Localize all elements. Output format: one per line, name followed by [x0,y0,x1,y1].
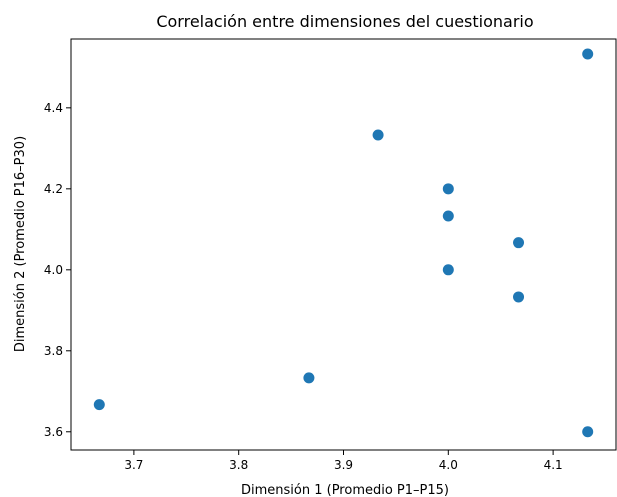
data-point [582,426,594,438]
y-tick-label: 3.8 [44,344,63,358]
plot-area [70,38,617,451]
data-point [442,183,454,195]
y-axis-label: Dimensión 2 (Promedio P16–P30) [13,136,28,352]
y-tick-label: 3.6 [44,425,63,439]
y-tick-label: 4.4 [44,101,63,115]
x-tick-label: 3.7 [124,458,143,472]
x-axis: 3.7 3.8 3.9 4.0 4.1 [124,450,563,472]
x-tick-label: 4.0 [439,458,458,472]
x-tick-label: 3.8 [229,458,248,472]
chart-title: Correlación entre dimensiones del cuesti… [156,12,533,31]
y-tick-label: 4.2 [44,182,63,196]
x-tick-label: 4.1 [544,458,563,472]
data-point [442,264,454,276]
data-point [372,129,384,141]
data-point [582,48,594,60]
y-tick-label: 4.0 [44,263,63,277]
data-points [93,48,594,438]
x-axis-label: Dimensión 1 (Promedio P1–P15) [241,483,449,497]
data-point [513,237,525,249]
x-tick-label: 3.9 [334,458,353,472]
data-point [93,399,105,411]
data-point [442,210,454,222]
y-axis: 3.6 3.8 4.0 4.2 4.4 [44,101,71,439]
data-point [513,291,525,303]
data-point [303,372,315,384]
plot-frame [70,38,617,451]
